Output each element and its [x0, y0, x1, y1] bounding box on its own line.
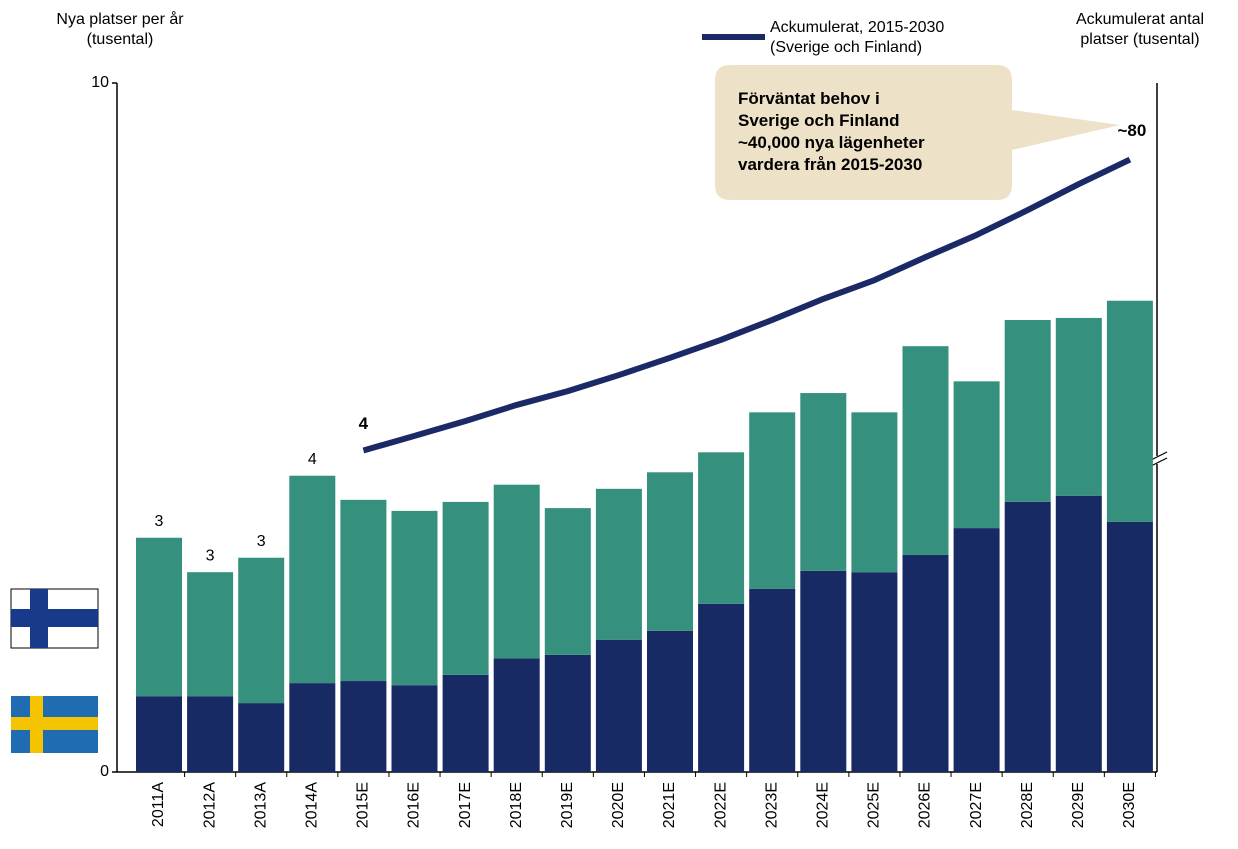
x-tick-label: 2020E — [610, 782, 627, 828]
flag-sweden — [11, 696, 98, 753]
x-tick-label: 2024E — [815, 782, 832, 828]
bar — [1106, 300, 1153, 522]
bar — [851, 572, 898, 772]
bar — [442, 501, 489, 675]
bar — [340, 499, 387, 682]
x-tick-label: 2029E — [1070, 782, 1087, 828]
bar — [800, 570, 847, 772]
x-tick-label: 2013A — [252, 782, 269, 829]
bar — [902, 346, 949, 555]
bar — [1004, 320, 1051, 502]
x-tick-label: 2028E — [1019, 782, 1036, 828]
bar — [136, 696, 182, 772]
y-axis-title: Nya platser per år (tusental) — [56, 11, 184, 48]
y-tick-label: 0 — [100, 763, 109, 780]
bar — [391, 685, 438, 772]
x-tick-label: 2022E — [712, 782, 729, 828]
y-tick-label: 10 — [91, 74, 109, 91]
bar — [289, 475, 336, 684]
bar — [749, 588, 796, 772]
x-tick-label: 2027E — [968, 782, 985, 828]
bar — [647, 472, 693, 631]
bar — [136, 537, 182, 697]
bar — [493, 658, 540, 772]
x-tick-label: 2025E — [866, 782, 883, 828]
x-tick-label: 2014A — [304, 782, 321, 829]
x-tick-label: 2017E — [457, 782, 474, 828]
x-tick-label: 2018E — [508, 782, 525, 828]
bar — [493, 484, 540, 659]
line-series — [362, 156, 1132, 454]
x-tick-label: 2015E — [355, 782, 372, 828]
bar — [595, 639, 642, 772]
x-tick-label: 2016E — [406, 782, 423, 828]
x-tick-label: 2021E — [661, 782, 678, 828]
bar — [1055, 495, 1102, 772]
x-tick-label: 2012A — [201, 782, 218, 829]
total-label: 3 — [155, 513, 164, 530]
bar — [391, 510, 438, 686]
line-value-label: ~80 — [1117, 121, 1146, 140]
x-tick-label: 2030E — [1121, 782, 1138, 828]
bar — [289, 683, 336, 772]
bar — [698, 603, 745, 772]
bar — [238, 703, 285, 772]
y2-axis-title: Ackumulerat antal platser (tusental) — [1075, 11, 1205, 48]
bar — [595, 488, 642, 640]
bar — [749, 412, 796, 589]
total-label: 4 — [308, 451, 317, 468]
bar — [340, 681, 387, 772]
bar — [647, 630, 693, 772]
callout-bubble — [715, 65, 1120, 200]
total-label: 3 — [206, 547, 215, 564]
total-label: 3 — [257, 533, 266, 550]
legend-label: Ackumulerat, 2015-2030 (Sverige och Finl… — [770, 19, 945, 56]
bar — [953, 528, 1000, 772]
callout-text: Förväntat behov i Sverige och Finland ~4… — [738, 89, 925, 174]
bar — [187, 696, 234, 772]
x-tick-label: 2026E — [917, 782, 934, 828]
x-tick-label: 2023E — [763, 782, 780, 828]
x-tick-label: 2019E — [559, 782, 576, 828]
bar — [1106, 521, 1153, 772]
bar — [800, 393, 847, 571]
bar — [544, 654, 591, 772]
bar — [544, 508, 591, 655]
axis-break-gap — [1149, 456, 1165, 464]
bar — [1055, 317, 1102, 496]
line-value-label: 4 — [359, 414, 369, 433]
bar — [953, 381, 1000, 529]
bar — [1004, 501, 1051, 772]
bar — [698, 452, 745, 604]
bar — [238, 557, 285, 704]
bar — [851, 412, 898, 573]
bar — [442, 674, 489, 772]
bar — [187, 572, 234, 697]
flag-finland — [10, 588, 99, 649]
bar — [902, 554, 949, 772]
x-tick-label: 2011A — [150, 782, 167, 827]
